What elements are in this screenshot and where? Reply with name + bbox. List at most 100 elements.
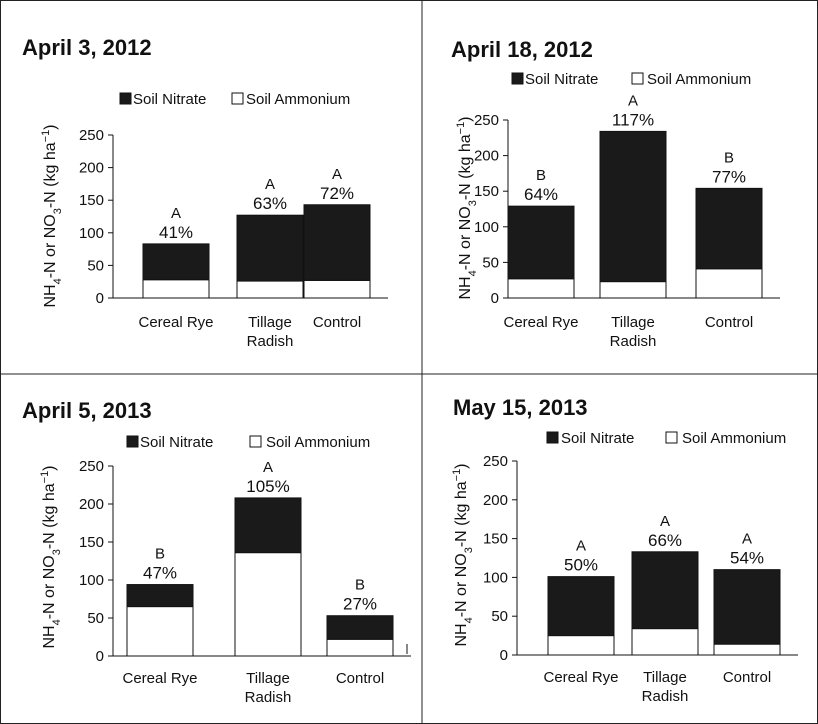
category-label: Cereal Rye — [138, 314, 213, 331]
category-label: Control — [723, 669, 771, 686]
y-tick-label: 100 — [79, 572, 104, 589]
legend-label-ammonium: Soil Ammonium — [246, 91, 350, 108]
bar-ammonium — [303, 279, 371, 299]
bar-nitrate — [126, 584, 194, 608]
y-tick-label: 250 — [474, 112, 499, 129]
significance-letter: A — [576, 538, 586, 555]
y-axis-label: NH4-N or NO3-N (kg ha−1) — [455, 116, 479, 299]
y-tick-label: 150 — [79, 534, 104, 551]
significance-letter: B — [155, 546, 165, 563]
category-label: Control — [336, 670, 384, 687]
y-tick-label: 250 — [79, 458, 104, 475]
significance-letter: A — [332, 166, 342, 183]
percent-label: 117% — [612, 110, 654, 129]
legend-swatch-nitrate — [126, 435, 139, 448]
bar-nitrate — [326, 615, 394, 640]
legend-swatch-nitrate — [546, 431, 559, 444]
bar-nitrate — [631, 551, 699, 630]
percent-label: 77% — [712, 167, 746, 186]
y-tick-label: 0 — [500, 647, 508, 664]
bar-ammonium — [547, 635, 615, 656]
y-tick-label: 200 — [483, 492, 508, 509]
legend-label-nitrate: Soil Nitrate — [561, 430, 634, 447]
legend-swatch-ammonium — [631, 72, 644, 85]
y-tick-label: 50 — [87, 257, 104, 274]
percent-label: 72% — [320, 184, 354, 203]
legend-label-ammonium: Soil Ammonium — [682, 430, 786, 447]
bar-nitrate — [236, 214, 304, 282]
y-tick-label: 0 — [491, 290, 499, 307]
percent-label: 105% — [246, 477, 289, 496]
panel-april-5-2013: April 5, 2013 Soil Nitrate Soil Ammonium 0 5… — [22, 398, 411, 706]
category-label: Control — [313, 314, 361, 331]
y-tick-label: 0 — [96, 290, 104, 307]
bar-ammonium — [695, 268, 763, 299]
category-label: Cereal Rye — [503, 314, 578, 331]
legend-swatch-ammonium — [231, 92, 244, 105]
bar-nitrate — [303, 204, 371, 281]
significance-letter: B — [536, 167, 546, 184]
legend-swatch-ammonium — [249, 435, 262, 448]
y-tick-label: 150 — [483, 531, 508, 548]
percent-label: 27% — [343, 595, 377, 614]
bar-nitrate — [547, 576, 615, 637]
legend-swatch-ammonium — [665, 431, 678, 444]
legend-label-ammonium: Soil Ammonium — [647, 71, 751, 88]
bar-nitrate — [234, 497, 302, 554]
legend-label-ammonium: Soil Ammonium — [266, 434, 370, 451]
percent-label: 50% — [564, 556, 598, 575]
y-tick-label: 150 — [79, 192, 104, 209]
significance-letter: A — [660, 513, 670, 530]
panel-title: April 3, 2012 — [22, 35, 152, 60]
y-tick-label: 100 — [474, 219, 499, 236]
panel-title: April 18, 2012 — [451, 37, 593, 62]
category-label: Tillage Radish — [247, 314, 294, 350]
legend-swatch-nitrate — [119, 92, 132, 105]
y-tick-label: 250 — [79, 127, 104, 144]
bar-ammonium — [507, 278, 575, 299]
percent-label: 47% — [143, 564, 177, 583]
significance-letter: B — [355, 577, 365, 594]
percent-label: 41% — [159, 223, 193, 242]
percent-label: 64% — [524, 185, 558, 204]
svg-text:NH4-N or NO3-N (kg ha−1): NH4-N or NO3-N (kg ha−1) — [40, 124, 64, 307]
category-label: Tillage Radish — [245, 670, 292, 706]
bar-ammonium — [599, 281, 667, 299]
y-tick-label: 50 — [482, 254, 499, 271]
bar-nitrate — [599, 130, 667, 283]
percent-label: 66% — [648, 531, 682, 550]
y-tick-label: 200 — [474, 148, 499, 165]
bar-nitrate — [713, 569, 781, 645]
panel-april-3-2012: April 3, 2012 Soil Nitrate Soil Ammonium 0 5… — [22, 35, 388, 350]
significance-letter: A — [265, 176, 275, 193]
y-tick-label: 0 — [96, 648, 104, 665]
category-label: Cereal Rye — [122, 670, 197, 687]
bar-nitrate — [142, 243, 210, 281]
bar-ammonium — [713, 643, 781, 656]
y-tick-label: 100 — [79, 225, 104, 242]
significance-letter: A — [628, 92, 638, 109]
significance-letter: A — [171, 205, 181, 222]
svg-text:NH4-N or NO3-N (kg ha−1): NH4-N or NO3-N (kg ha−1) — [39, 465, 63, 648]
bar-nitrate — [695, 187, 763, 270]
y-tick-label: 200 — [79, 160, 104, 177]
y-axis-label: NH4-N or NO3-N (kg ha−1) — [451, 463, 475, 646]
svg-text:NH4-N or NO3-N (kg ha−1): NH4-N or NO3-N (kg ha−1) — [455, 116, 479, 299]
y-tick-label: 250 — [483, 453, 508, 470]
y-tick-label: 50 — [87, 610, 104, 627]
y-axis-label: NH4-N or NO3-N (kg ha−1) — [40, 124, 64, 307]
category-label: Control — [705, 314, 753, 331]
bar-nitrate — [507, 205, 575, 280]
significance-letter: A — [263, 459, 273, 476]
category-label: Tillage Radish — [642, 669, 689, 705]
panel-title: May 15, 2013 — [453, 395, 588, 420]
bar-ammonium — [326, 638, 394, 657]
y-tick-label: 200 — [79, 496, 104, 513]
category-label: Cereal Rye — [543, 669, 618, 686]
legend-label-nitrate: Soil Nitrate — [133, 91, 206, 108]
category-label: Tillage Radish — [610, 314, 657, 350]
bar-ammonium — [234, 552, 302, 657]
y-tick-label: 100 — [483, 569, 508, 586]
legend-label-nitrate: Soil Nitrate — [140, 434, 213, 451]
